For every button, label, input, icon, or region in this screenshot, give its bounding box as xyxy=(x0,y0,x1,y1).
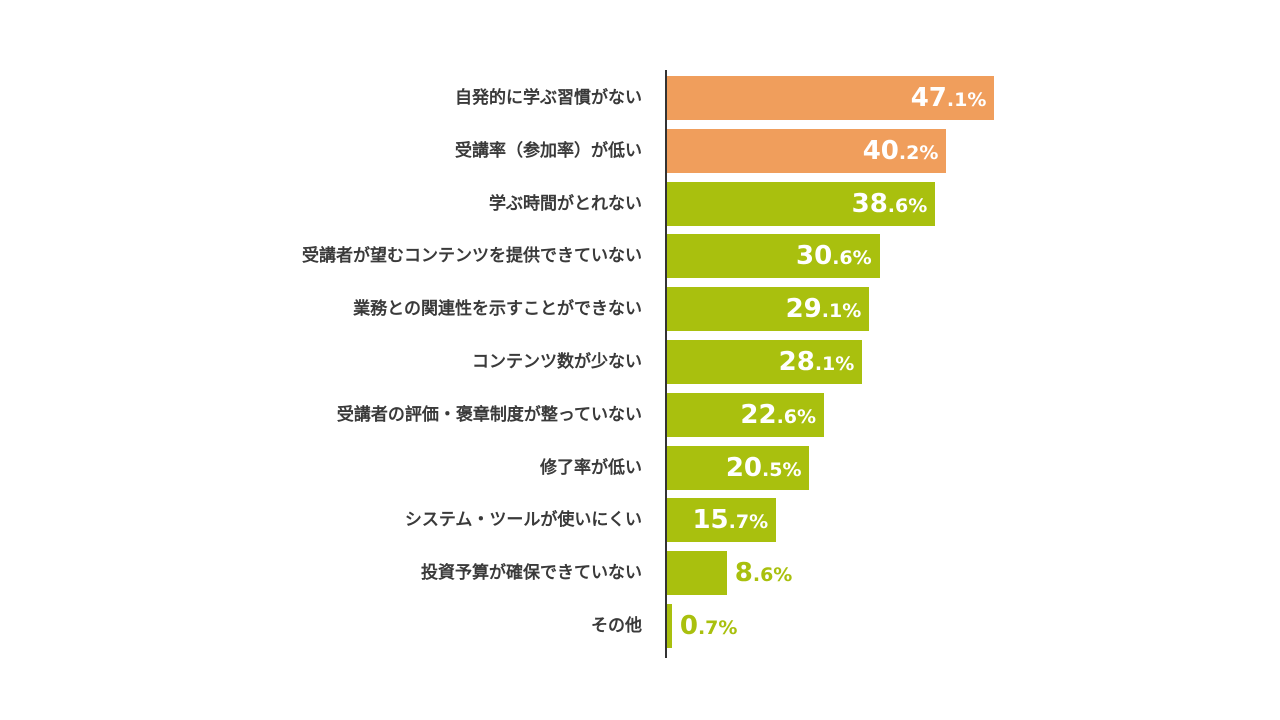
bar xyxy=(667,604,672,648)
category-label: システム・ツールが使いにくい xyxy=(404,510,642,531)
category-label: 受講者の評価・褒章制度が整っていない xyxy=(336,404,642,425)
category-label: 自発的に学ぶ習慣がない xyxy=(455,88,642,108)
category-label: 学ぶ時間がとれない xyxy=(489,193,642,214)
value-label: 29.1% xyxy=(785,294,862,325)
value-label: 47.1% xyxy=(910,83,987,113)
bar xyxy=(667,392,825,437)
category-label: 修了率が低い xyxy=(540,457,642,478)
category-label: その他 xyxy=(591,616,642,636)
value-label: 38.6% xyxy=(851,188,928,219)
value-label: 15.7% xyxy=(692,505,769,536)
category-label: 受講率（参加率）が低い xyxy=(455,140,642,161)
value-label: 20.5% xyxy=(725,452,802,483)
value-label: 40.2% xyxy=(862,135,939,166)
value-label: 30.6% xyxy=(796,241,872,272)
bar xyxy=(667,76,995,120)
bar xyxy=(667,498,777,543)
bar xyxy=(667,234,880,279)
y-axis-line xyxy=(665,70,667,658)
bar xyxy=(667,181,936,226)
bar xyxy=(667,551,727,596)
bar xyxy=(667,445,810,490)
value-label: 28.1% xyxy=(778,347,855,377)
value-label: 8.6% xyxy=(734,558,793,589)
category-label: 投資予算が確保できていない xyxy=(421,563,642,584)
category-label: コンテンツ数が少ない xyxy=(472,352,642,372)
category-label: 受講者が望むコンテンツを提供できていない xyxy=(302,246,642,267)
category-label: 業務との関連性を示すことができない xyxy=(353,299,642,320)
value-label: 22.6% xyxy=(740,399,817,430)
bar xyxy=(667,128,947,173)
bar xyxy=(667,340,863,384)
bar xyxy=(667,287,870,332)
value-label: 0.7% xyxy=(679,611,738,641)
